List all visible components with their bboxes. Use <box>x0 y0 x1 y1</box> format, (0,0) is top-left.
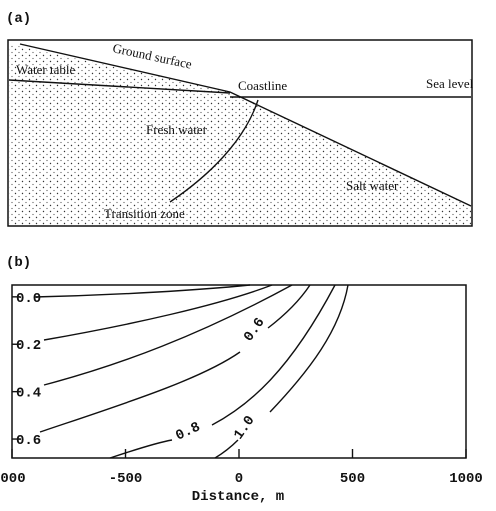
y-tick-label: 0.0 <box>16 291 41 307</box>
transition-zone-label: Transition zone <box>104 206 185 221</box>
contour-line <box>39 284 311 433</box>
contour-line <box>43 284 293 386</box>
x-tick-label: 0 <box>235 471 243 487</box>
contour-line <box>33 284 251 298</box>
coastline-label: Coastline <box>238 78 287 93</box>
y-tick-label: 0.4 <box>16 386 41 402</box>
panel-frame <box>7 39 473 227</box>
contour-line <box>214 284 349 459</box>
x-axis-title: Distance, m <box>192 489 284 505</box>
water-table-line <box>8 79 231 94</box>
contour-label: 0.8 <box>173 419 203 444</box>
aquifer <box>9 44 471 225</box>
x-tick-label: 500 <box>340 471 365 487</box>
fresh-water-label: Fresh water <box>146 122 208 137</box>
contour-label: 0.6 <box>241 315 269 345</box>
contour-label: 1.0 <box>231 413 259 443</box>
y-tick-label: 0.6 <box>16 433 41 449</box>
panel-label: (b) <box>6 255 31 271</box>
panel-label: (a) <box>6 11 31 27</box>
x-tick-label: 000 <box>0 471 25 487</box>
x-tick-label: 1000 <box>449 471 483 487</box>
water-table-label: Water table <box>16 62 75 77</box>
sea-level-label: Sea level <box>426 76 474 91</box>
contour-line <box>43 284 273 341</box>
contour-line <box>109 284 336 459</box>
x-tick-label: -500 <box>109 471 143 487</box>
transition-zone <box>169 99 259 203</box>
y-tick-label: 0.2 <box>16 338 41 354</box>
salt-water-label: Salt water <box>346 178 399 193</box>
ground-surface-line <box>19 43 472 207</box>
